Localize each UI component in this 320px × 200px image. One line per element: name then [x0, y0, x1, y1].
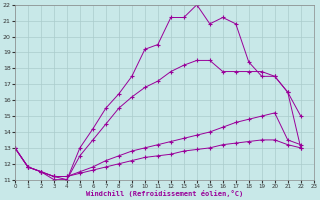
X-axis label: Windchill (Refroidissement éolien,°C): Windchill (Refroidissement éolien,°C)	[86, 190, 243, 197]
